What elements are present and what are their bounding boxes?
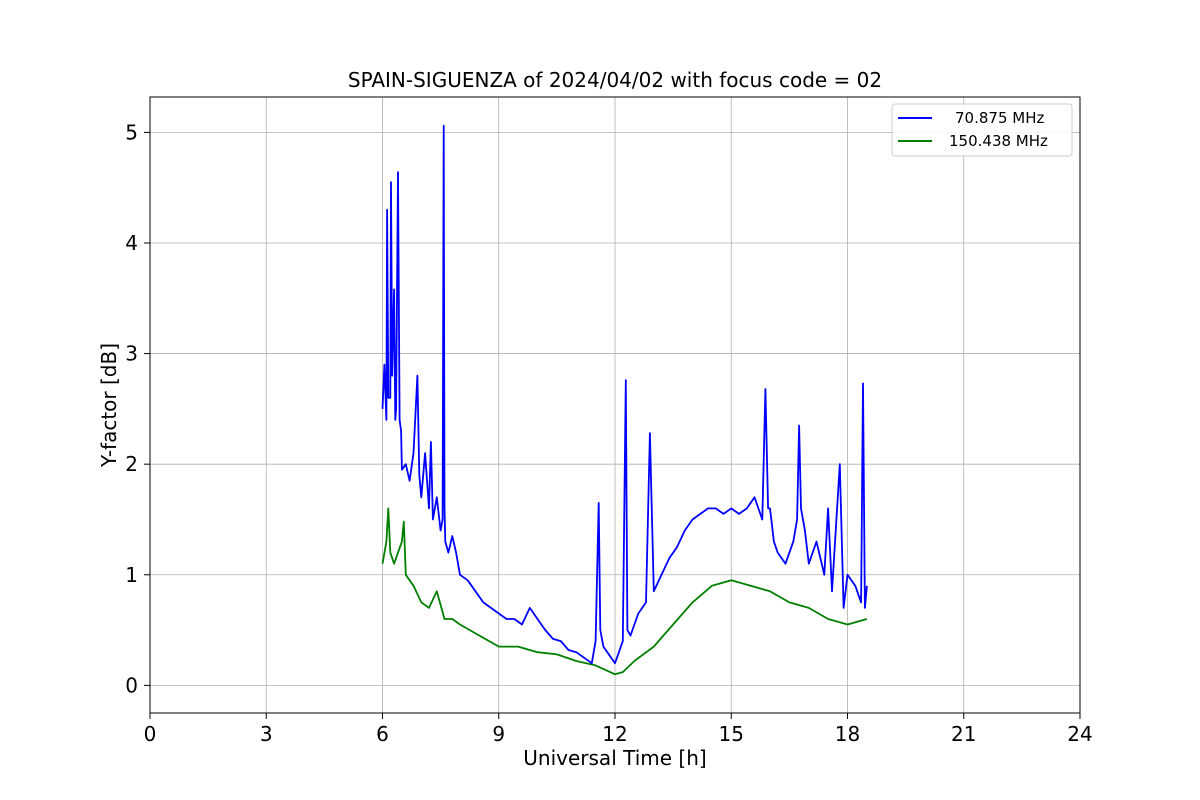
y-tick-label: 2 [125, 452, 138, 476]
series-layer [381, 124, 868, 676]
x-tick-label: 9 [492, 722, 505, 746]
legend-box [891, 103, 1073, 157]
y-axis-label: Y-factor [dB] [97, 343, 121, 468]
x-tick-label: 12 [602, 722, 627, 746]
legend-label-70875: 70.875 MHz [955, 109, 1044, 127]
x-tick-label: 3 [260, 722, 273, 746]
x-tick-label: 6 [376, 722, 389, 746]
y-tick-label: 5 [125, 120, 138, 144]
series-line-150-438-mhz [381, 507, 868, 676]
x-tick-label: 21 [951, 722, 976, 746]
y-tick-label: 1 [125, 563, 138, 587]
y-tick-label: 0 [125, 673, 138, 697]
x-tick-label: 15 [719, 722, 744, 746]
legend: 70.875 MHz 150.438 MHz [891, 103, 1073, 157]
x-axis-label: Universal Time [h] [523, 746, 706, 770]
x-tick-label: 18 [835, 722, 860, 746]
y-axis: 0 1 2 3 4 5 [125, 120, 150, 697]
x-tick-label: 0 [144, 722, 157, 746]
y-tick-label: 4 [125, 231, 138, 255]
legend-label-150438: 150.438 MHz [949, 132, 1048, 150]
y-tick-label: 3 [125, 342, 138, 366]
chart-title: SPAIN-SIGUENZA of 2024/04/02 with focus … [348, 68, 882, 92]
x-axis: 0 3 6 9 12 15 18 21 24 [144, 713, 1093, 746]
series-line-70-875-mhz [381, 124, 868, 665]
x-tick-label: 24 [1067, 722, 1092, 746]
